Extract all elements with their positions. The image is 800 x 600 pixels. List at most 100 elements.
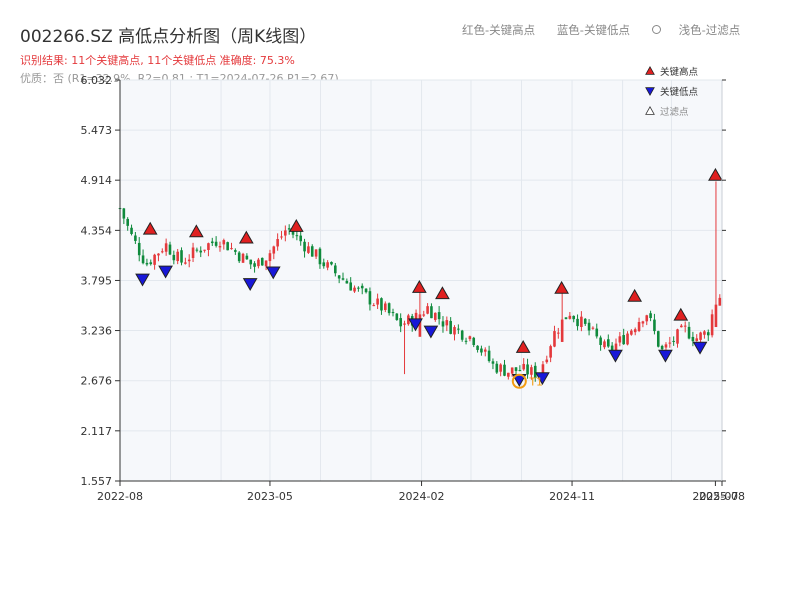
candle-body xyxy=(587,322,591,331)
candle-body xyxy=(649,313,652,319)
candle-body xyxy=(203,249,206,251)
candle-body xyxy=(503,364,506,376)
key-low-marker xyxy=(423,325,439,339)
x-tick-label: 2025-07 xyxy=(692,490,738,503)
key-high-marker xyxy=(288,219,304,232)
candle-body xyxy=(326,262,329,268)
candle-body xyxy=(199,250,203,253)
candle-body xyxy=(403,323,406,325)
candle-body xyxy=(460,330,464,340)
candle-body xyxy=(468,336,472,340)
candle-body xyxy=(234,250,237,252)
key-low-marker xyxy=(242,278,258,291)
y-tick-label: 3.795 xyxy=(81,274,113,287)
candle-body xyxy=(145,262,149,265)
candle-body xyxy=(149,262,153,265)
candle-body xyxy=(280,236,283,238)
candle-body xyxy=(195,249,199,251)
candle-body xyxy=(483,349,487,352)
candle-body xyxy=(703,331,706,335)
key-high-marker xyxy=(238,230,254,244)
candle-body xyxy=(176,251,179,262)
candle-body xyxy=(507,372,510,377)
hollow-circle-icon xyxy=(651,25,661,34)
candle-body xyxy=(618,336,622,343)
candle-body xyxy=(187,259,191,262)
chart-title: 002266.SZ 高低点分析图（周K线图） xyxy=(20,27,317,47)
candle-body xyxy=(314,249,318,257)
candle-body xyxy=(372,305,376,307)
candle-body xyxy=(180,250,183,263)
candle-body xyxy=(230,248,233,250)
candle-body xyxy=(287,228,291,230)
candle-body xyxy=(210,241,214,244)
candle-body xyxy=(645,315,649,322)
key-low-marker xyxy=(535,372,550,386)
legend-red-label: 红色-关键高点 xyxy=(462,23,536,37)
candle-body xyxy=(307,246,310,253)
candle-body xyxy=(476,345,479,350)
candle-body xyxy=(218,246,222,248)
candle-body xyxy=(576,318,579,327)
candle-body xyxy=(453,327,456,335)
candle-body xyxy=(310,246,314,257)
candle-body xyxy=(687,326,691,339)
candle-body xyxy=(137,242,141,256)
candle-body xyxy=(214,241,218,246)
legend-filtered-label: 过滤点 xyxy=(660,106,689,118)
candle-body xyxy=(522,363,526,370)
candle-body xyxy=(330,261,333,265)
candle-body xyxy=(568,315,572,319)
candle-body xyxy=(603,341,606,348)
candle-body xyxy=(249,259,253,265)
candle-body xyxy=(245,255,249,260)
candle-body xyxy=(572,315,575,320)
candle-body xyxy=(530,367,533,375)
key-low-marker xyxy=(692,341,708,355)
candle-body xyxy=(595,328,599,337)
candle-body xyxy=(418,314,422,337)
candle-body xyxy=(491,361,495,364)
candle-body xyxy=(591,327,595,329)
candle-body xyxy=(141,255,145,264)
y-tick-label: 6.032 xyxy=(81,74,113,87)
y-tick-label: 2.117 xyxy=(81,425,113,438)
legend-light-label: 浅色-过滤点 xyxy=(678,23,741,37)
candle-body xyxy=(376,298,379,305)
candle-body xyxy=(237,252,241,262)
key-high-marker xyxy=(627,288,643,302)
candle-body xyxy=(226,242,229,251)
key-high-marker xyxy=(515,339,531,353)
candle-body xyxy=(541,364,545,377)
candle-body xyxy=(699,332,702,340)
legend-high-label: 关键高点 xyxy=(660,66,699,78)
candle-body xyxy=(399,318,402,327)
candle-body xyxy=(257,259,260,267)
candle-body xyxy=(676,329,679,344)
key-low-marker xyxy=(608,349,623,363)
candle-body xyxy=(295,235,299,237)
candle-body xyxy=(191,247,195,259)
candle-body xyxy=(630,330,633,335)
y-tick-label: 1.557 xyxy=(81,475,113,488)
candle-body xyxy=(357,287,360,289)
candle-body xyxy=(510,367,514,374)
candle-body xyxy=(430,306,433,319)
x-tick-label: 2025-08 xyxy=(699,490,745,503)
candle-body xyxy=(457,328,460,330)
candle-body xyxy=(553,331,556,347)
candle-body xyxy=(672,340,675,342)
candle-body xyxy=(318,248,322,265)
candle-body xyxy=(360,285,364,289)
candle-body xyxy=(160,251,164,253)
candle-body xyxy=(664,344,668,348)
x-tick-label: 2024-11 xyxy=(549,490,595,503)
candle-body xyxy=(264,260,268,267)
candle-body xyxy=(349,282,352,291)
candle-body xyxy=(337,275,341,279)
key-high-marker xyxy=(708,167,723,181)
candle-body xyxy=(653,319,656,332)
candle-body xyxy=(641,321,645,324)
